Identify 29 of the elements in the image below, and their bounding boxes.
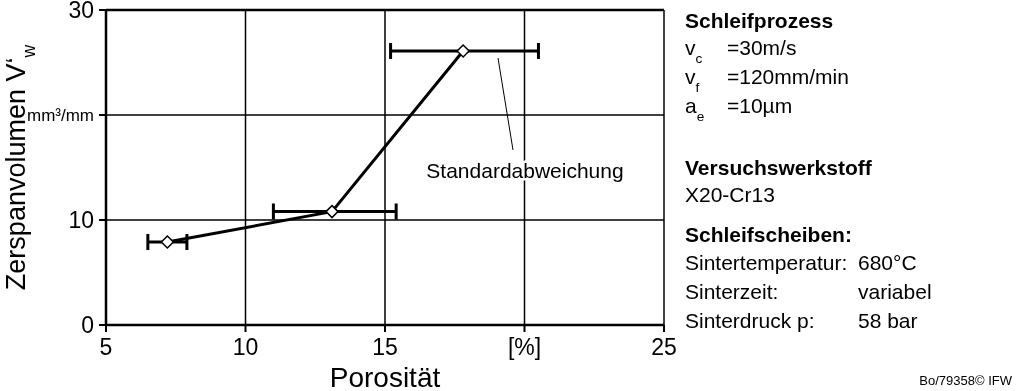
point (456, 44, 470, 58)
text: Schleifscheiben: (685, 223, 852, 246)
x-tick-label: 10 (232, 334, 259, 360)
x-axis-title: Porosität (329, 362, 441, 391)
point (160, 235, 175, 249)
text: Schleifprozess (685, 9, 834, 32)
text: =30m/s (727, 36, 797, 59)
text: Bo/79358© IFW (919, 373, 1013, 388)
point (325, 204, 339, 219)
text: variabel (858, 280, 932, 303)
text: =120mm/min (727, 65, 849, 88)
x-tick-label: 15 (372, 334, 398, 360)
text: Sinterzeit: (685, 280, 779, 303)
text: Sinterdruck p: (685, 309, 815, 332)
text: v$_{f}$ (685, 65, 700, 95)
text: 58 bar (858, 309, 918, 332)
x-tick-label: [%] (507, 334, 542, 360)
text: =10µm (727, 94, 793, 117)
y-tick-label: 10 (68, 207, 94, 234)
x-tick-label: 25 (651, 334, 677, 360)
text: a$_{e}$ (685, 94, 705, 124)
y-tick-label: 30 (68, 0, 94, 24)
text: Versuchswerkstoff (685, 156, 873, 179)
text: Sintertemperatur: (685, 251, 848, 274)
text: v$_{c}$ (685, 36, 703, 66)
text: 680°C (858, 251, 917, 274)
x-tick-label: 5 (99, 334, 113, 360)
y-tick-label: 0 (81, 312, 94, 339)
text: X20-Cr13 (685, 183, 775, 206)
